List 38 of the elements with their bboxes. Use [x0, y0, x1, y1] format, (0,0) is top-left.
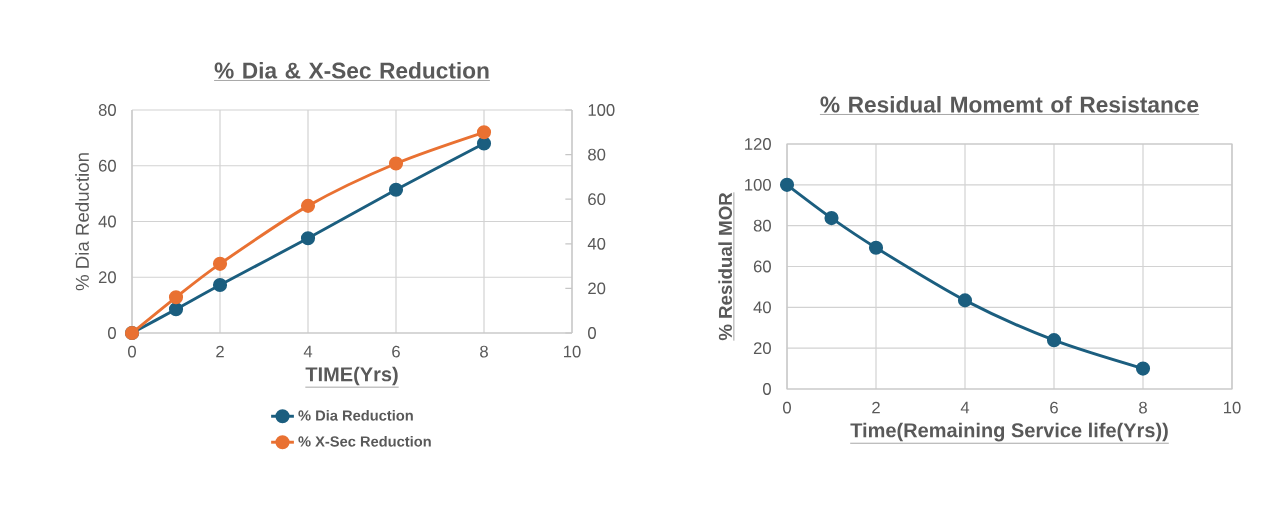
y-tick-label: 40	[98, 215, 116, 228]
x-tick-label: 0	[128, 345, 136, 358]
x-tick-label: 10	[1224, 401, 1241, 414]
x-tick-label: 8	[480, 345, 488, 358]
y2-tick-label: 80	[588, 148, 606, 161]
y-axis-title: % Residual MOR	[718, 192, 732, 341]
x-axis-title: TIME(Yrs)	[305, 366, 398, 386]
chart-title: % Dia & X-Sec Reduction	[214, 61, 489, 79]
y2-tick-label: 0	[588, 327, 596, 339]
y-tick-label: 60	[753, 260, 771, 273]
y-tick-label: 120	[745, 138, 771, 150]
y-tick-label: 20	[753, 342, 771, 355]
y-tick-label: 80	[753, 219, 771, 232]
x-tick-label: 6	[392, 345, 400, 358]
y-tick-label: 40	[753, 301, 771, 314]
x-tick-label: 4	[960, 401, 970, 414]
x-tick-label: 4	[303, 345, 313, 358]
y-tick-label: 100	[745, 178, 771, 191]
y2-tick-label: 100	[588, 104, 615, 116]
x-axis-title: Time(Remaining Service life(Yrs))	[850, 422, 1168, 442]
y2-tick-label: 40	[587, 237, 606, 250]
y-tick-label: 20	[98, 271, 116, 284]
y-tick-label: 0	[108, 327, 116, 339]
y2-tick-label: 20	[588, 282, 606, 295]
x-tick-label: 10	[564, 345, 581, 358]
y-axis-title: % Dia Reduction	[75, 153, 89, 291]
legend-label: % X-Sec Reduction	[298, 435, 431, 447]
x-tick-label: 0	[783, 401, 791, 414]
x-tick-label: 6	[1050, 401, 1058, 414]
y-tick-label: 60	[98, 159, 116, 172]
y-tick-label: 80	[98, 104, 116, 116]
y2-tick-label: 60	[588, 193, 606, 206]
x-tick-label: 2	[872, 401, 880, 414]
y-tick-label: 0	[763, 383, 771, 395]
chart-title: % Residual Momemt of Resistance	[820, 95, 1199, 113]
legend-label: % Dia Reduction	[298, 409, 413, 421]
x-tick-label: 2	[216, 345, 224, 358]
x-tick-label: 8	[1139, 401, 1147, 414]
